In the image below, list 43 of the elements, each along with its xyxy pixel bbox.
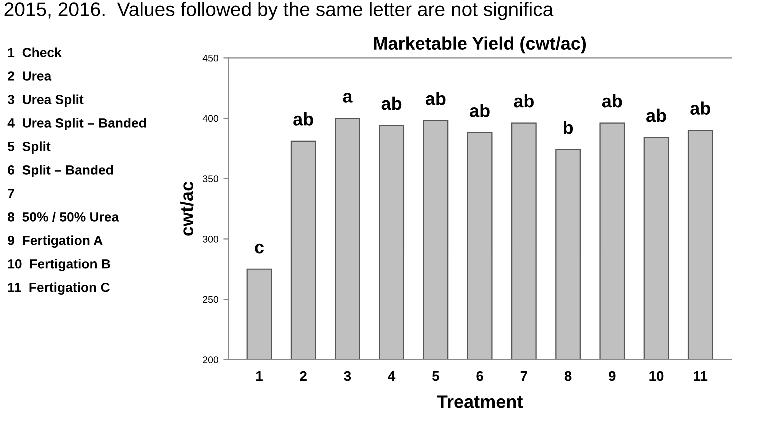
y-tick-label: 450 [202,54,218,62]
y-tick-label: 250 [203,296,218,304]
x-tick-label: 2 [300,371,307,382]
x-axis-title: Treatment [437,396,523,408]
annotation: ab [646,108,666,122]
annotation: c [255,244,264,254]
x-tick-label: 1 [256,372,263,382]
text: 6 Split – Banded [8,165,114,178]
y-axis-title: cwt/ac [180,182,194,236]
annotation: ab [690,102,710,115]
y-tick-label: 200 [203,356,218,364]
text: 9 Fertigation A [8,236,103,248]
x-tick-label: 6 [476,371,484,382]
chart-title: Marketable Yield (cwt/ac) [374,36,586,54]
y-tick-label: 400 [202,115,218,122]
x-tick-label: 10 [650,371,664,382]
text: 5 Split [8,142,51,154]
annotation: b [564,121,574,134]
x-tick-label: 5 [432,372,440,382]
annotation: ab [294,112,314,126]
text: 10 Fertigation B [8,259,110,272]
text: 2 Urea [8,72,52,81]
text: 11 Fertigation C [8,282,110,295]
text: 2015, 2016. Values followed by the same letter are not significa [4,2,554,20]
annotation: ab [514,94,534,108]
x-tick-label: 8 [564,371,572,382]
x-tick-label: 9 [609,371,616,382]
x-tick-label: 7 [520,372,528,382]
y-tick-label: 350 [203,176,218,182]
annotation: ab [602,94,622,108]
annotation: ab [426,92,446,106]
x-tick-label: 3 [344,371,352,382]
text: 7 [8,189,14,198]
x-tick-label: 11 [694,372,708,382]
annotation: ab [470,104,490,118]
text: 4 Urea Split – Banded [8,118,146,130]
y-tick-label: 300 [203,236,218,243]
text: 3 Urea Split [8,94,84,108]
x-tick-label: 4 [388,372,396,382]
annotation: ab [382,96,402,110]
text: 1 Check [8,48,62,58]
text: 8 50% / 50% Urea [8,212,120,222]
annotation: a [343,92,353,103]
